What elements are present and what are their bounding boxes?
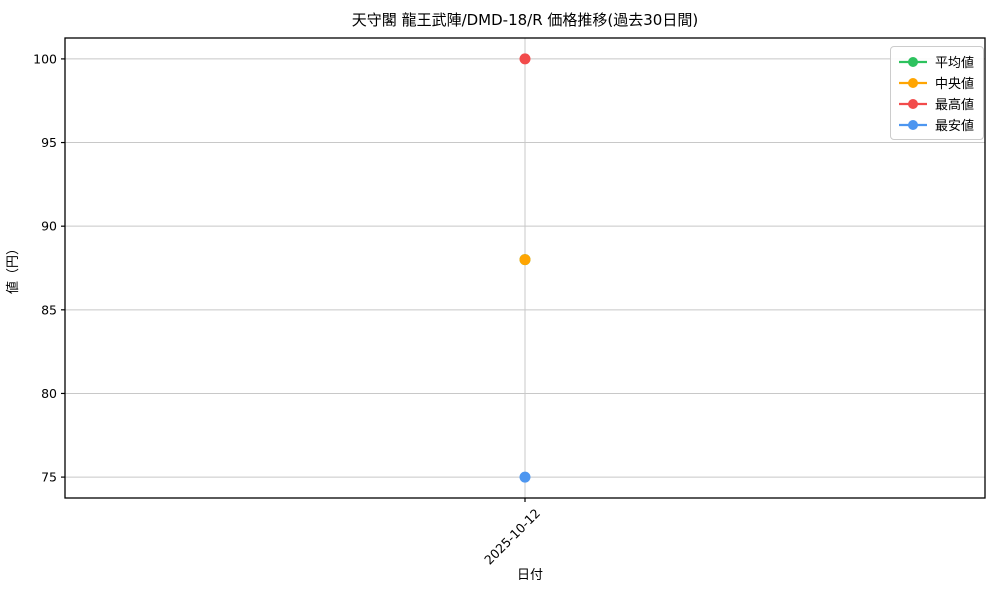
legend-dot bbox=[907, 56, 918, 67]
legend-marker-max bbox=[898, 98, 927, 109]
legend: 平均値 中央値 最高値 最安値 bbox=[889, 46, 984, 140]
y-tick-label: 80 bbox=[41, 386, 57, 401]
data-point-min bbox=[519, 471, 531, 483]
legend-label-average: 平均値 bbox=[934, 56, 974, 71]
legend-label-median: 中央値 bbox=[934, 77, 974, 92]
x-axis-label: 日付 bbox=[517, 568, 543, 583]
legend-dot bbox=[907, 98, 918, 109]
y-tick-label: 100 bbox=[33, 51, 57, 66]
y-tick-label: 90 bbox=[41, 219, 57, 234]
y-tick-label: 95 bbox=[41, 135, 57, 150]
data-point-max bbox=[519, 53, 531, 65]
x-tick-label: 2025-10-12 bbox=[481, 506, 543, 568]
legend-item-median: 中央値 bbox=[898, 72, 974, 93]
legend-item-max: 最高値 bbox=[898, 93, 974, 114]
legend-marker-average bbox=[898, 56, 927, 67]
legend-item-min: 最安値 bbox=[898, 114, 974, 135]
y-tick-label: 85 bbox=[41, 302, 57, 317]
legend-dot bbox=[907, 119, 918, 130]
y-tick-label: 75 bbox=[41, 470, 57, 485]
legend-marker-min bbox=[898, 119, 927, 130]
y-axis-label: 値（円） bbox=[5, 242, 21, 294]
legend-label-min: 最安値 bbox=[934, 119, 974, 134]
legend-marker-median bbox=[898, 77, 927, 88]
legend-item-average: 平均値 bbox=[898, 51, 974, 72]
data-point-median bbox=[519, 254, 531, 266]
legend-dot bbox=[907, 77, 918, 88]
legend-label-max: 最高値 bbox=[934, 98, 974, 113]
chart-title: 天守閣 龍王武陣/DMD-18/R 価格推移(過去30日間) bbox=[352, 11, 698, 29]
grid-layer bbox=[65, 38, 985, 498]
data-point-layer bbox=[519, 53, 531, 483]
